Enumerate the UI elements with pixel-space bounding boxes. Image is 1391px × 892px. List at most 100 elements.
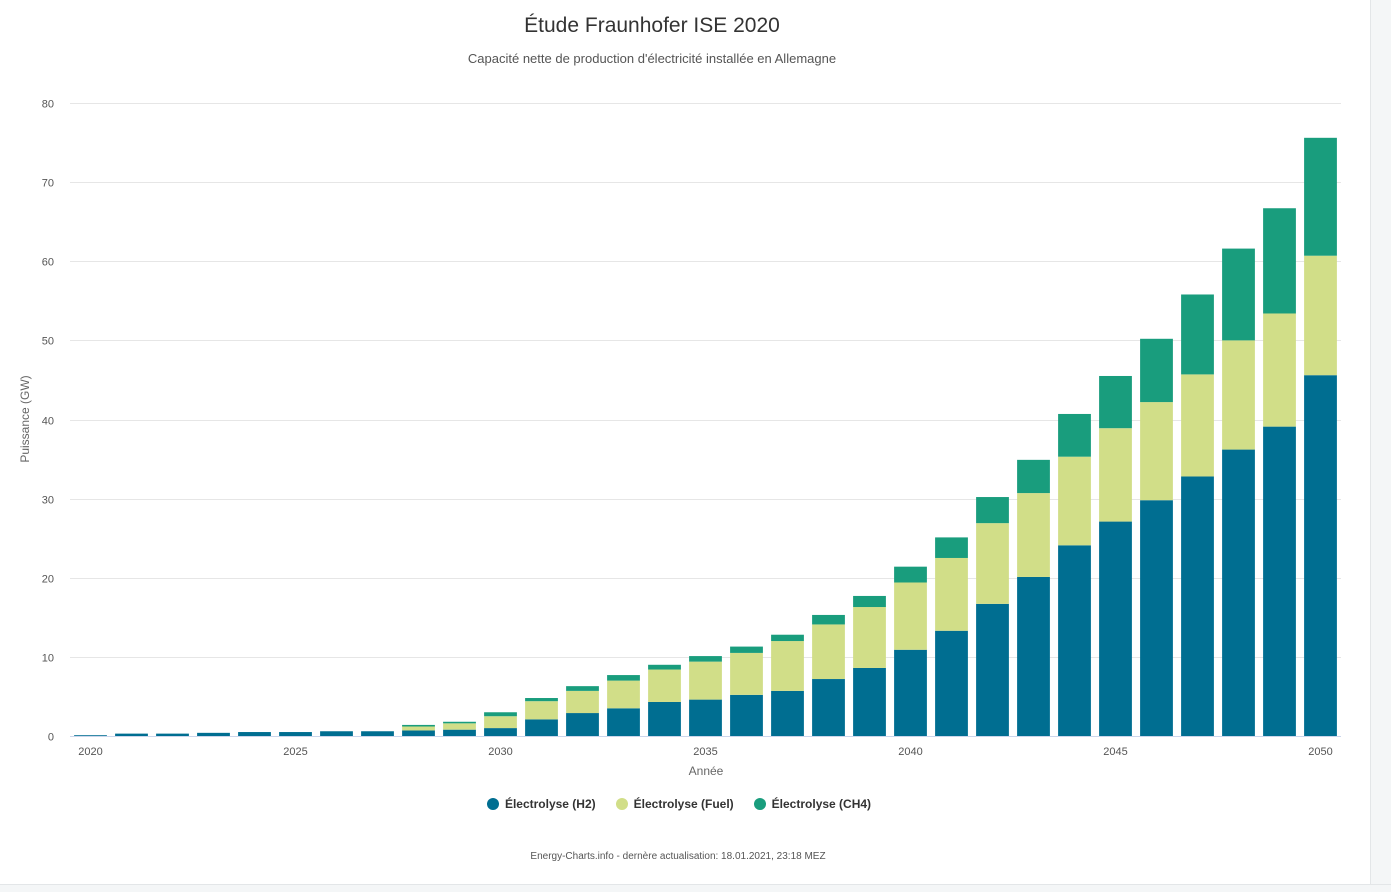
bar-fuel-2048[interactable] [1222,340,1255,450]
bar-fuel-2049[interactable] [1263,313,1296,427]
bar-fuel-2045[interactable] [1099,428,1132,522]
bar-ch4-2047[interactable] [1181,294,1214,375]
bar-h2-2039[interactable] [853,667,886,736]
bar-fuel-2030[interactable] [484,716,517,729]
bar-ch4-2038[interactable] [812,614,845,625]
y-axis-title: Puissance (GW) [18,375,32,462]
bar-ch4-2044[interactable] [1058,413,1091,457]
bar-fuel-2038[interactable] [812,624,845,680]
bar-h2-2036[interactable] [730,694,763,736]
bar-ch4-2045[interactable] [1099,375,1132,429]
bar-fuel-2028[interactable] [402,726,435,731]
bar-h2-2050[interactable] [1304,375,1337,736]
bar-h2-2023[interactable] [197,732,230,736]
bar-h2-2045[interactable] [1099,521,1132,736]
bar-ch4-2042[interactable] [976,497,1009,524]
bar-h2-2025[interactable] [279,732,312,736]
bar-fuel-2033[interactable] [607,680,640,709]
bar-h2-2021[interactable] [115,733,148,736]
bar-h2-2029[interactable] [443,729,476,736]
page-edge-bottom [0,884,1391,892]
bar-ch4-2032[interactable] [566,686,599,691]
x-tick-label: 2040 [898,746,922,758]
y-tick-label: 30 [42,495,54,507]
bar-fuel-2043[interactable] [1017,493,1050,577]
bar-ch4-2034[interactable] [648,664,681,670]
bar-h2-2040[interactable] [894,649,927,736]
bar-fuel-2037[interactable] [771,641,804,691]
bar-h2-2027[interactable] [361,731,394,736]
bar-fuel-2044[interactable] [1058,456,1091,546]
legend-label-ch4: Électrolyse (CH4) [771,797,872,811]
bar-h2-2032[interactable] [566,713,599,736]
bar-fuel-2032[interactable] [566,690,599,714]
x-tick-label: 2045 [1103,746,1127,758]
bar-fuel-2036[interactable] [730,652,763,695]
y-tick-label: 20 [42,574,54,586]
bar-h2-2044[interactable] [1058,545,1091,736]
bar-fuel-2050[interactable] [1304,255,1337,376]
bar-ch4-2041[interactable] [935,537,968,558]
bar-h2-2038[interactable] [812,679,845,736]
credits-text[interactable]: Energy-Charts.info - dernère actualisati… [530,851,826,862]
y-tick-label: 80 [42,99,54,111]
bar-ch4-2040[interactable] [894,566,927,583]
bar-ch4-2033[interactable] [607,675,640,681]
legend-item-fuel[interactable]: Électrolyse (Fuel) [615,797,734,811]
bar-h2-2022[interactable] [156,733,189,736]
bar-fuel-2046[interactable] [1140,402,1173,501]
legend-item-ch4[interactable]: Électrolyse (CH4) [753,797,872,811]
bar-h2-2042[interactable] [976,603,1009,736]
bar-fuel-2039[interactable] [853,607,886,668]
x-tick-label: 2020 [78,746,102,758]
bar-h2-2046[interactable] [1140,500,1173,736]
bar-ch4-2035[interactable] [689,656,722,662]
legend-item-h2[interactable]: Électrolyse (H2) [486,797,596,811]
bar-fuel-2040[interactable] [894,582,927,650]
bar-fuel-2042[interactable] [976,523,1009,604]
bar-h2-2031[interactable] [525,719,558,736]
bar-ch4-2039[interactable] [853,595,886,608]
bar-h2-2037[interactable] [771,690,804,736]
bar-h2-2043[interactable] [1017,576,1050,736]
bar-ch4-2029[interactable] [443,721,476,724]
bar-h2-2030[interactable] [484,728,517,736]
bar-ch4-2036[interactable] [730,646,763,653]
bar-ch4-2030[interactable] [484,712,517,717]
bar-ch4-2049[interactable] [1263,208,1296,314]
bar-fuel-2034[interactable] [648,669,681,702]
bar-ch4-2050[interactable] [1304,137,1337,256]
chart-title: Étude Fraunhofer ISE 2020 [524,14,780,37]
bar-h2-2048[interactable] [1222,449,1255,736]
bar-fuel-2047[interactable] [1181,374,1214,477]
bar-ch4-2028[interactable] [402,724,435,727]
bar-h2-2041[interactable] [935,630,968,736]
bar-ch4-2043[interactable] [1017,459,1050,494]
page-edge-right [1370,0,1391,891]
legend-marker-fuel [615,798,628,810]
bar-h2-2047[interactable] [1181,476,1214,736]
bar-ch4-2031[interactable] [525,698,558,702]
bar-h2-2035[interactable] [689,699,722,736]
bar-h2-2049[interactable] [1263,426,1296,736]
y-tick-label: 50 [42,336,54,348]
bar-h2-2024[interactable] [238,732,271,736]
bar-ch4-2037[interactable] [771,634,804,642]
bar-h2-2034[interactable] [648,701,681,736]
bar-ch4-2046[interactable] [1140,338,1173,403]
legend-label-fuel: Électrolyse (Fuel) [633,797,734,811]
bar-fuel-2029[interactable] [443,723,476,730]
bar-h2-2026[interactable] [320,731,353,736]
bar-h2-2020[interactable] [74,735,107,736]
bar-h2-2033[interactable] [607,708,640,736]
y-axis-ticks: 0 10 20 30 40 50 60 70 80 [42,99,54,744]
bar-h2-2028[interactable] [402,730,435,736]
chart-subtitle: Capacité nette de production d'électrici… [467,51,837,66]
bar-fuel-2031[interactable] [525,701,558,720]
bar-ch4-2048[interactable] [1222,248,1255,341]
y-tick-label: 10 [42,653,54,665]
bar-fuel-2035[interactable] [689,661,722,700]
legend-label-h2: Électrolyse (H2) [504,797,596,811]
bar-fuel-2041[interactable] [935,557,968,631]
